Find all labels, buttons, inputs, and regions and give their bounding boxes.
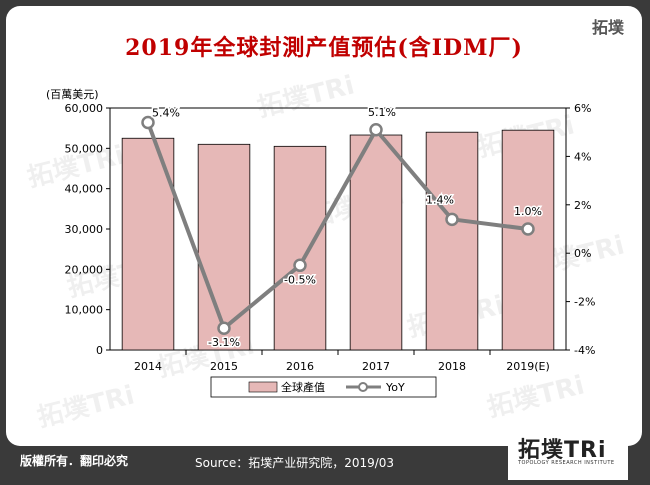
right-tick-label: 0% — [574, 247, 591, 260]
left-tick-label: 30,000 — [65, 223, 104, 236]
header-logo: 拓墣 — [591, 18, 624, 37]
left-tick-label: 50,000 — [65, 142, 104, 155]
left-tick-label: 0 — [96, 344, 103, 357]
x-tick-label: 2014 — [134, 360, 162, 373]
footer-logo-sub: TOPOLOGY RESEARCH INSTITUTE — [518, 460, 615, 466]
footer-logo-word: 拓墣TRi — [518, 438, 607, 463]
chart-svg: 0 10,000 20,000 30,000 40,000 50,000 60,000 -4%… — [65, 102, 595, 398]
yoy-point — [445, 212, 459, 227]
bar — [197, 143, 251, 351]
chart-title: 2019年全球封測产值预估(含IDM厂) — [125, 35, 523, 61]
left-tick-label: 10,000 — [65, 304, 104, 317]
bar — [273, 145, 327, 351]
bar — [349, 134, 403, 351]
right-tick-label: -2% — [574, 296, 595, 309]
unit-label: (百萬美元) — [46, 88, 99, 101]
source-text: Source：拓墣产业研究院，2019/03 — [195, 456, 395, 470]
yoy-line — [146, 121, 529, 331]
left-tick-label: 60,000 — [65, 102, 104, 115]
x-tick-label: 2018 — [438, 360, 466, 373]
data-label: -3.1% — [208, 336, 240, 349]
data-label: 5.4% — [152, 107, 180, 120]
x-tick-label: 2015 — [210, 360, 238, 373]
right-tick-label: 4% — [574, 150, 591, 163]
left-tick-label: 20,000 — [65, 263, 104, 276]
right-tick-label: 2% — [574, 199, 591, 212]
yoy-point — [521, 222, 535, 236]
right-tick-label: 6% — [574, 102, 591, 115]
data-label: 5.1% — [368, 106, 396, 119]
legend-line-marker — [358, 382, 368, 392]
yoy-point — [369, 123, 383, 137]
x-tick-label: 2017 — [362, 360, 390, 373]
footer: 版權所有．翻印必究 Source：拓墣产业研究院，2019/03 拓墣TRi T… — [0, 428, 650, 485]
bar — [425, 131, 479, 351]
legend-line-label: YoY — [385, 381, 405, 394]
data-label: 1.4% — [426, 193, 454, 206]
slide-panel: 拓墣TRi拓墣TRi拓墣TRi拓墣TRi拓墣TRi拓墣TRi拓墣TRi拓墣TRi… — [6, 6, 642, 446]
legend-bar-swatch — [248, 381, 278, 393]
x-tick-label: 2016 — [286, 360, 314, 373]
yoy-point — [141, 115, 155, 130]
legend-bar-label: 全球產值 — [281, 380, 325, 394]
copyright-text: 版權所有．翻印必究 — [20, 454, 129, 468]
data-label: -0.5% — [284, 273, 316, 286]
yoy-point — [293, 258, 307, 273]
bar — [501, 129, 555, 351]
left-tick-label: 40,000 — [65, 183, 104, 196]
data-label: 1.0% — [514, 205, 542, 218]
right-tick-label: -4% — [574, 344, 595, 357]
x-tick-label: 2019(E) — [506, 360, 550, 373]
yoy-point — [217, 321, 231, 335]
footer-logo: 拓墣TRi TOPOLOGY RESEARCH INSTITUTE — [508, 428, 628, 480]
